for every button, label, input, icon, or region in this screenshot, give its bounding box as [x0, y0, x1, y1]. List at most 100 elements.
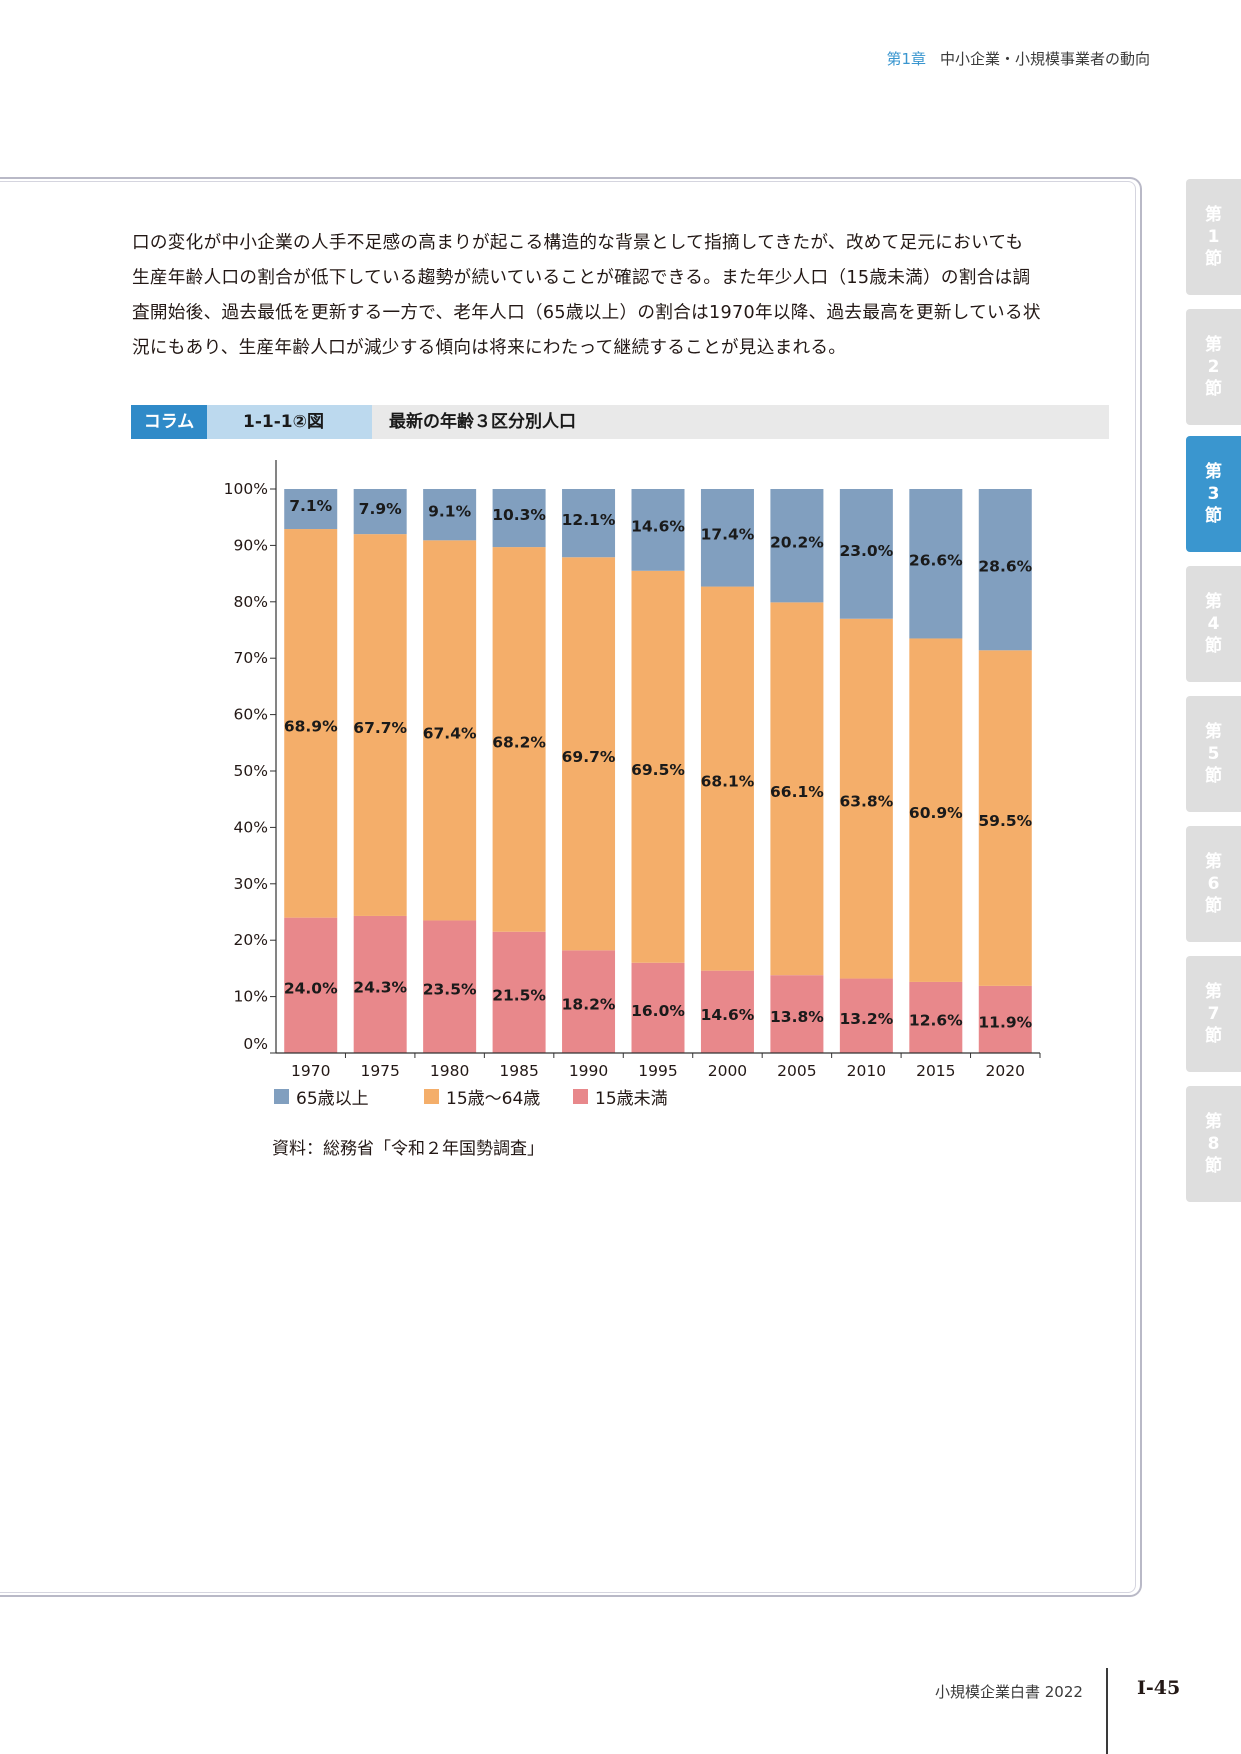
data-label: 66.1% — [770, 783, 824, 801]
bar-segment — [353, 489, 407, 535]
bar-segment — [562, 557, 616, 951]
body-paragraph: 口の変化が中小企業の人手不足感の高まりが起こる構造的な背景として指摘してきたが、… — [132, 226, 1110, 366]
legend-swatch — [274, 1089, 289, 1104]
data-label: 12.6% — [909, 1011, 963, 1029]
bar-segment — [978, 650, 1032, 986]
data-label: 14.6% — [631, 518, 685, 536]
section-tab-label: 節 — [1205, 1156, 1222, 1176]
data-label: 21.5% — [492, 986, 546, 1004]
bar-segment — [978, 985, 1032, 1053]
legend-label: 65歳以上 — [296, 1089, 369, 1109]
data-label: 17.4% — [701, 526, 755, 544]
bar-segment — [562, 950, 616, 1053]
section-tab-label: 節 — [1205, 636, 1222, 656]
y-tick-label: 0% — [243, 1035, 268, 1053]
source-note: 資料：総務省「令和２年国勢調査」 — [272, 1139, 544, 1159]
section-tab-label: 節 — [1205, 766, 1222, 786]
bar-segment — [562, 489, 616, 558]
section-tab-label: 第 — [1205, 852, 1222, 872]
section-tab-label: 節 — [1205, 896, 1222, 916]
chapter-title: 中小企業・小規模事業者の動向 — [939, 50, 1150, 68]
section-tab-label: 第 — [1205, 592, 1222, 612]
data-label: 7.9% — [359, 500, 402, 518]
page-header: 第1章 中小企業・小規模事業者の動向 — [886, 48, 1150, 69]
y-tick-label: 20% — [234, 931, 268, 949]
data-label: 24.3% — [353, 978, 407, 996]
footer-book-title: 小規模企業白書 2022 — [935, 1683, 1083, 1701]
bar-segment — [909, 981, 963, 1053]
data-label: 20.2% — [770, 533, 824, 551]
y-tick-label: 60% — [234, 706, 268, 724]
bar-segment — [284, 489, 338, 530]
data-label: 24.0% — [284, 979, 338, 997]
bar-segment — [353, 534, 407, 916]
section-tab-label: 第 — [1205, 335, 1222, 355]
section-tab-label: 8 — [1207, 1134, 1220, 1154]
y-tick-label: 40% — [234, 818, 268, 836]
section-tab-label: 第 — [1205, 722, 1222, 742]
bar-segment — [284, 529, 338, 918]
content-frame — [0, 177, 1142, 1597]
y-tick-label: 30% — [234, 875, 268, 893]
data-label: 67.4% — [423, 724, 477, 742]
x-tick-label: 1985 — [499, 1062, 538, 1080]
y-tick-label: 90% — [234, 536, 268, 554]
x-tick-label: 2010 — [847, 1062, 886, 1080]
legend-swatch — [573, 1089, 588, 1104]
data-label: 68.1% — [701, 773, 755, 791]
data-label: 59.5% — [978, 812, 1032, 830]
body-line: 況にもあり、生産年齢人口が減少する傾向は将来にわたって継続することが見込まれる。 — [132, 338, 847, 358]
legend-swatch — [424, 1089, 439, 1104]
section-tab-label: 節 — [1205, 379, 1222, 399]
bar-segment — [909, 638, 963, 982]
x-tick-label: 2015 — [916, 1062, 955, 1080]
figure-title: 最新の年齢３区分別人口 — [389, 412, 576, 432]
data-label: 18.2% — [562, 996, 616, 1014]
bar-segment — [631, 489, 685, 571]
section-tab-label: 7 — [1207, 1004, 1220, 1024]
bar-segment — [423, 540, 477, 921]
section-tab-label: 4 — [1207, 614, 1220, 634]
y-tick-label: 80% — [234, 593, 268, 611]
content-frame-inner — [0, 181, 1136, 1593]
bar-segment — [700, 489, 754, 587]
data-label: 10.3% — [492, 506, 546, 524]
x-tick-label: 2005 — [777, 1062, 816, 1080]
data-label: 11.9% — [978, 1013, 1032, 1031]
bar-segment — [909, 489, 963, 639]
data-label: 9.1% — [428, 503, 471, 521]
body-line: 査開始後、過去最低を更新する一方で、老年人口（65歳以上）の割合は1970年以降… — [132, 303, 1041, 323]
bar-segment — [700, 586, 754, 971]
bar-segment — [839, 978, 893, 1053]
data-label: 23.5% — [423, 981, 477, 999]
section-tab-label: 第 — [1205, 1112, 1222, 1132]
bar-segment — [353, 915, 407, 1053]
section-tab-label: 3 — [1207, 484, 1220, 504]
legend-label: 15歳～64歳 — [446, 1089, 540, 1109]
section-tab-label: 第 — [1205, 205, 1222, 225]
data-label: 68.9% — [284, 717, 338, 735]
bar-segment — [770, 602, 824, 976]
y-tick-label: 50% — [234, 762, 268, 780]
bar-segment — [839, 489, 893, 619]
section-tab-label: 2 — [1207, 357, 1220, 377]
bar-segment — [978, 489, 1032, 651]
data-label: 63.8% — [839, 793, 893, 811]
data-label: 13.2% — [839, 1010, 893, 1028]
x-tick-label: 1980 — [430, 1062, 469, 1080]
section-tab-label: 1 — [1207, 227, 1220, 247]
data-label: 28.6% — [978, 558, 1032, 576]
bar-segment — [423, 920, 477, 1053]
bar-segment — [284, 917, 338, 1053]
legend-label: 15歳未満 — [595, 1089, 668, 1109]
data-label: 26.6% — [909, 551, 963, 569]
